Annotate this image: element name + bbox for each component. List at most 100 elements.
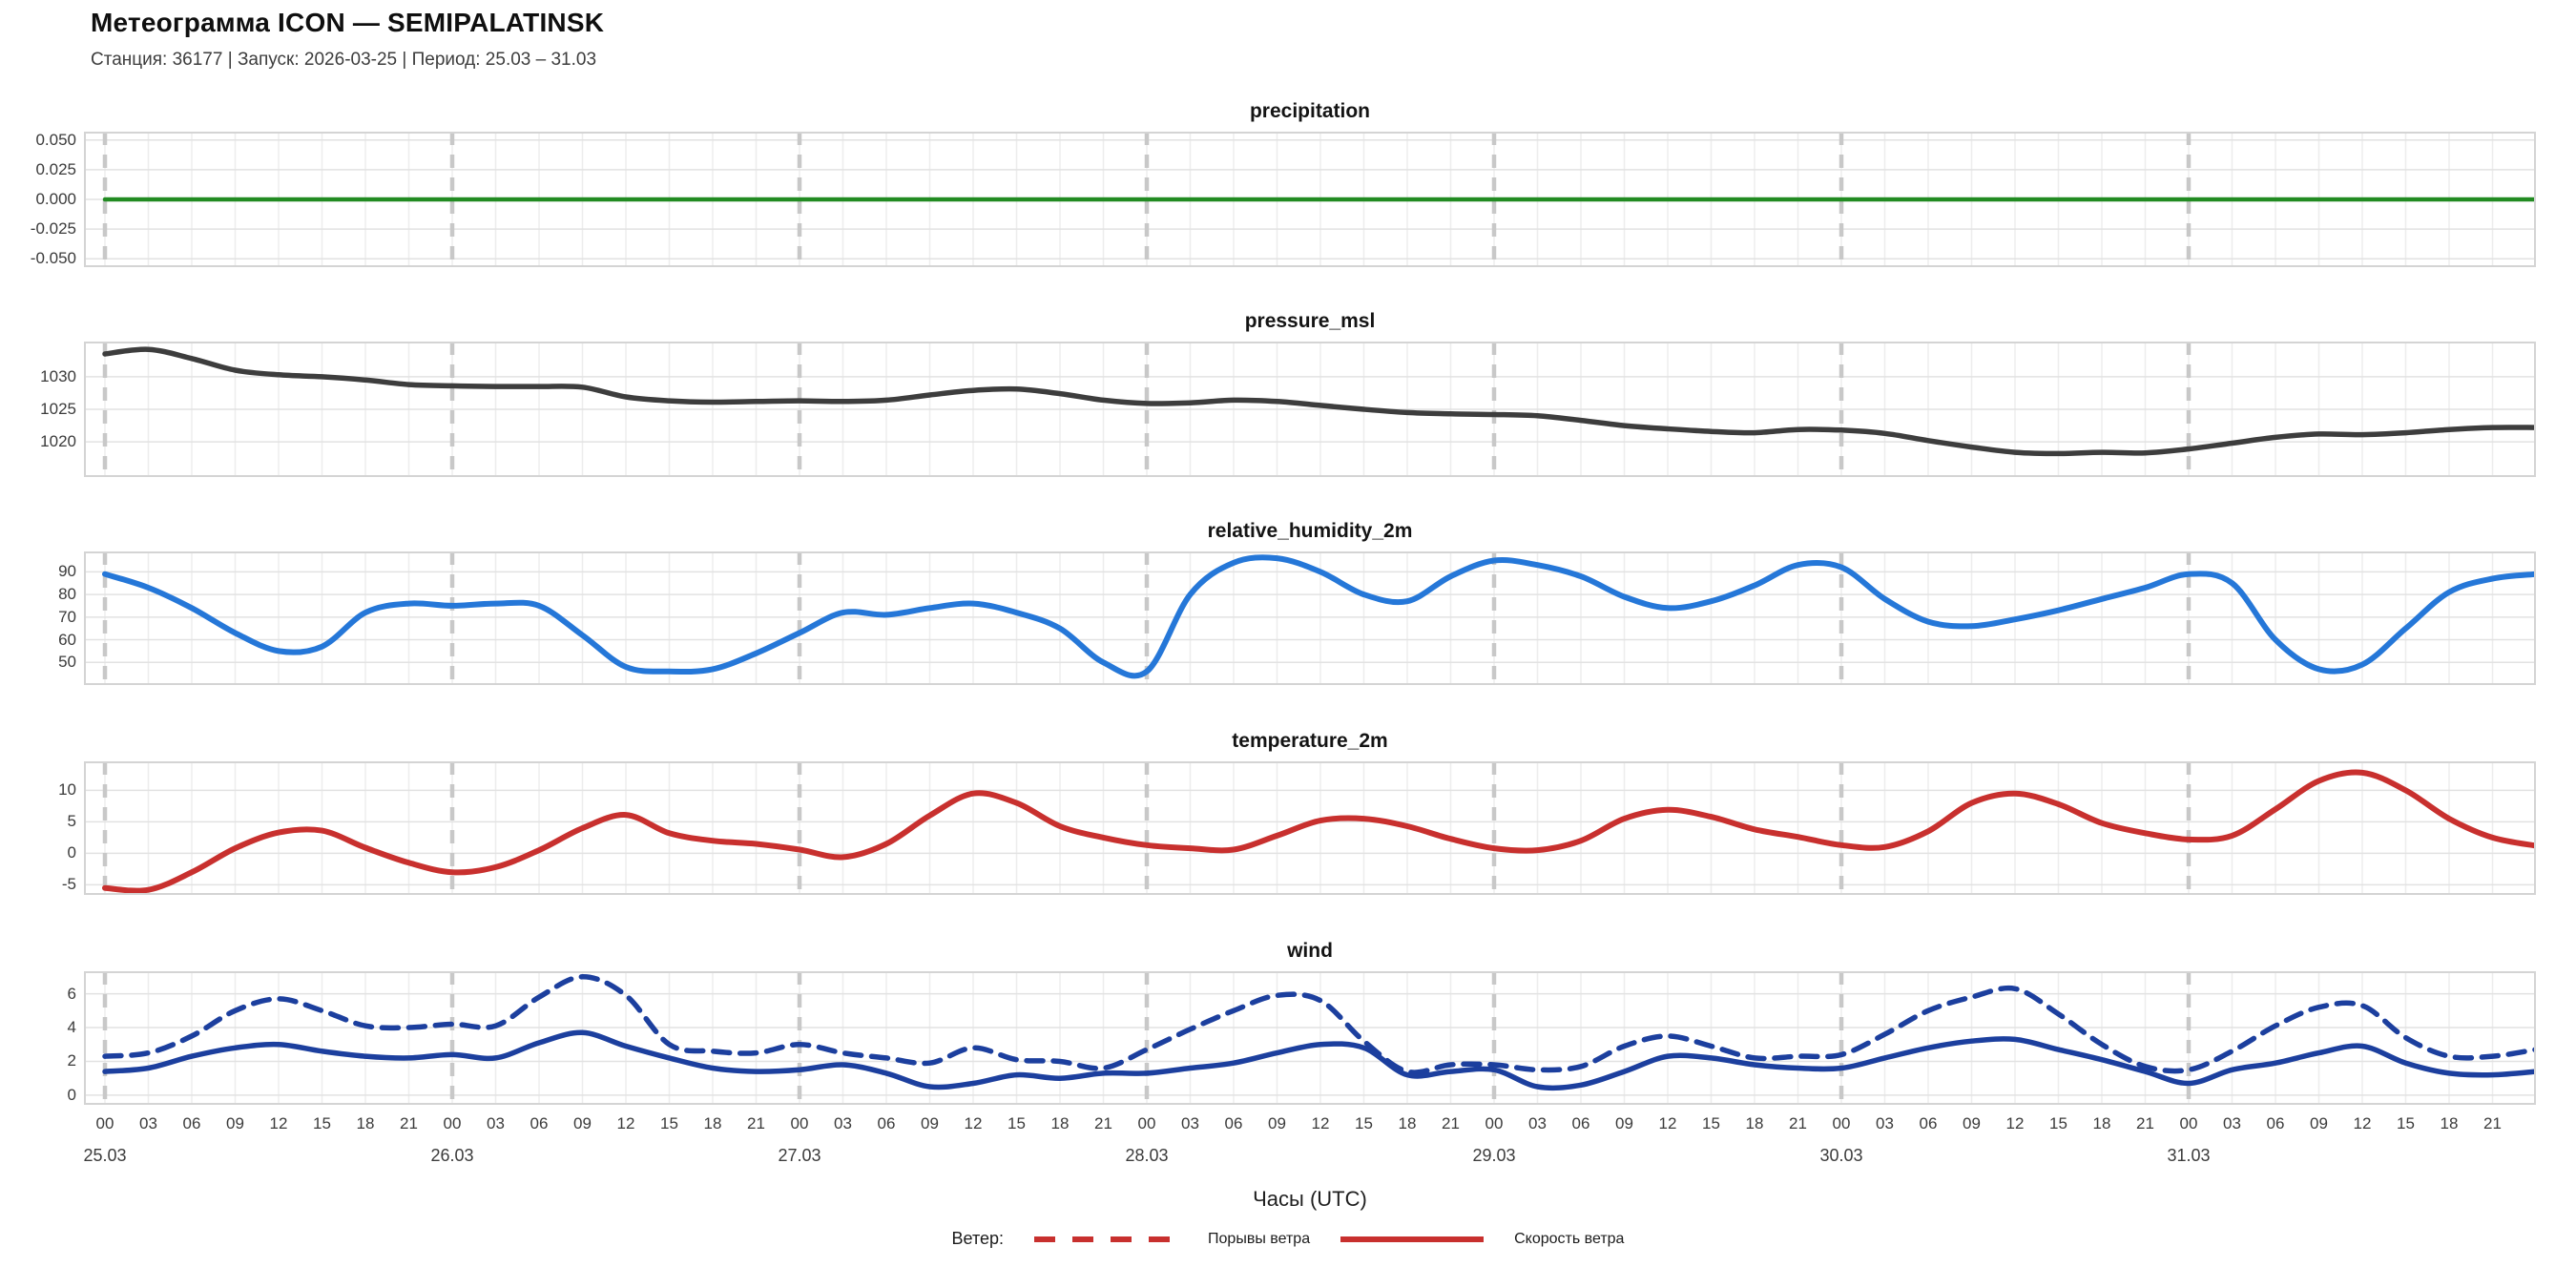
y-tick-label: 4: [67, 1018, 76, 1036]
series-pressure_msl: [102, 346, 2536, 457]
x-tick-hour-label: 21: [2136, 1114, 2154, 1132]
subplot-title-temperature_2m: temperature_2m: [1232, 730, 1388, 752]
grid: [84, 342, 2536, 477]
wind-legend: Ветер: Порывы ветра Скорость ветра: [0, 1229, 2576, 1249]
page-title: Метеограмма ICON — SEMIPALATINSK: [91, 8, 605, 37]
x-tick-hour-label: 12: [2005, 1114, 2025, 1132]
x-tick-hour-label: 12: [616, 1114, 635, 1132]
series-Скорость ветра: [102, 1029, 2536, 1091]
subplot-pressure_msl-plot-area: [84, 342, 2536, 477]
x-tick-hour-label: 12: [2353, 1114, 2372, 1132]
x-tick-hour-label: 03: [1181, 1114, 1199, 1132]
subplot-title-pressure_msl: pressure_msl: [1244, 310, 1376, 332]
x-tick-hour-label: 18: [1398, 1114, 1417, 1132]
y-tick-label: 0: [67, 1085, 76, 1104]
x-tick-hour-label: 18: [703, 1114, 722, 1132]
x-tick-hour-label: 21: [1094, 1114, 1112, 1132]
x-tick-hour-label: 15: [1702, 1114, 1720, 1132]
x-tick-hour-label: 03: [834, 1114, 852, 1132]
x-tick-hour-label: 03: [139, 1114, 157, 1132]
y-tick-label: 90: [58, 562, 76, 581]
subplot-wind-plot-area: [84, 971, 2536, 1105]
x-tick-hour-label: 15: [1008, 1114, 1026, 1132]
plot-border: [84, 761, 2536, 895]
y-tick-label: 2: [67, 1051, 76, 1070]
legend-label-gusts: Порывы ветра: [1208, 1230, 1311, 1247]
series-temperature_2m: [102, 769, 2536, 894]
x-tick-hour-label: 00: [1137, 1114, 1156, 1132]
x-tick-hour-label: 00: [443, 1114, 462, 1132]
x-tick-hour-label: 18: [1050, 1114, 1070, 1132]
x-tick-hour-label: 21: [400, 1114, 418, 1132]
y-tick-label: 1020: [40, 432, 76, 451]
legend-prefix: Ветер:: [951, 1229, 1005, 1248]
x-tick-date-label: 29.03: [1472, 1146, 1516, 1165]
x-tick-hour-label: 15: [660, 1114, 678, 1132]
x-axis-title: Часы (UTC): [1253, 1187, 1367, 1211]
x-tick-hour-label: 03: [1876, 1114, 1894, 1132]
x-tick-hour-label: 09: [921, 1114, 939, 1132]
page-subtitle: Станция: 36177 | Запуск: 2026-03-25 | Пе…: [91, 50, 597, 70]
y-tick-label: 0: [67, 843, 76, 862]
x-tick-hour-label: 21: [1442, 1114, 1460, 1132]
legend-label-speed: Скорость ветра: [1514, 1230, 1625, 1247]
subplot-temperature_2m-plot-area: [84, 761, 2536, 895]
x-tick-hour-label: 06: [877, 1114, 896, 1132]
x-tick-hour-label: 18: [1745, 1114, 1764, 1132]
subplot-precipitation-plot-area: [84, 132, 2536, 267]
x-tick-hour-label: 15: [2049, 1114, 2067, 1132]
x-tick-hour-label: 15: [2397, 1114, 2415, 1132]
grid: [84, 551, 2536, 685]
speed-solid-line-swatch: [1340, 1236, 1485, 1242]
gusts-dashed-line-swatch: [1034, 1236, 1178, 1242]
x-tick-hour-label: 00: [2179, 1114, 2198, 1132]
y-tick-label: 1025: [40, 400, 76, 418]
y-tick-label: 80: [58, 585, 76, 604]
plot-border: [84, 342, 2536, 477]
x-tick-date-label: 26.03: [430, 1146, 474, 1165]
y-tick-label: -0.050: [30, 249, 76, 268]
x-tick-hour-label: 00: [1832, 1114, 1851, 1132]
x-tick-hour-label: 09: [1268, 1114, 1286, 1132]
x-tick-hour-label: 00: [790, 1114, 809, 1132]
y-tick-label: 1030: [40, 366, 76, 385]
y-tick-label: 70: [58, 607, 76, 626]
y-tick-label: 0.050: [35, 130, 76, 149]
y-tick-label: 0.025: [35, 159, 76, 178]
x-tick-hour-label: 12: [1311, 1114, 1330, 1132]
x-tick-hour-label: 03: [487, 1114, 505, 1132]
x-tick-hour-label: 21: [1789, 1114, 1807, 1132]
x-tick-hour-label: 06: [182, 1114, 201, 1132]
y-tick-label: 6: [67, 984, 76, 1003]
grid: [84, 971, 2536, 1105]
x-tick-hour-label: 03: [2223, 1114, 2241, 1132]
x-tick-hour-label: 06: [1571, 1114, 1590, 1132]
subplot-title-precipitation: precipitation: [1249, 100, 1370, 122]
x-tick-date-label: 27.03: [778, 1146, 821, 1165]
x-tick-hour-label: 03: [1528, 1114, 1547, 1132]
plot-border: [84, 132, 2536, 267]
y-tick-label: 10: [58, 780, 76, 800]
x-tick-hour-label: 09: [226, 1114, 244, 1132]
x-tick-hour-label: 12: [1658, 1114, 1677, 1132]
x-tick-hour-label: 18: [2440, 1114, 2459, 1132]
x-tick-date-label: 28.03: [1125, 1146, 1169, 1165]
x-tick-date-label: 25.03: [83, 1146, 127, 1165]
x-tick-hour-label: 06: [1919, 1114, 1938, 1132]
x-tick-hour-label: 06: [530, 1114, 549, 1132]
subplot-title-wind: wind: [1287, 940, 1333, 962]
plot-border: [84, 971, 2536, 1105]
x-tick-hour-label: 06: [1224, 1114, 1243, 1132]
plot-border: [84, 551, 2536, 685]
x-tick-hour-label: 12: [964, 1114, 983, 1132]
subplot-title-relative_humidity_2m: relative_humidity_2m: [1207, 520, 1413, 542]
x-tick-hour-label: 00: [1485, 1114, 1504, 1132]
x-tick-hour-label: 09: [573, 1114, 592, 1132]
x-tick-hour-label: 18: [356, 1114, 375, 1132]
y-tick-label: 50: [58, 653, 76, 672]
x-tick-hour-label: 09: [1963, 1114, 1981, 1132]
x-tick-hour-label: 00: [95, 1114, 114, 1132]
y-tick-label: 5: [67, 812, 76, 831]
y-tick-label: -5: [61, 875, 76, 894]
